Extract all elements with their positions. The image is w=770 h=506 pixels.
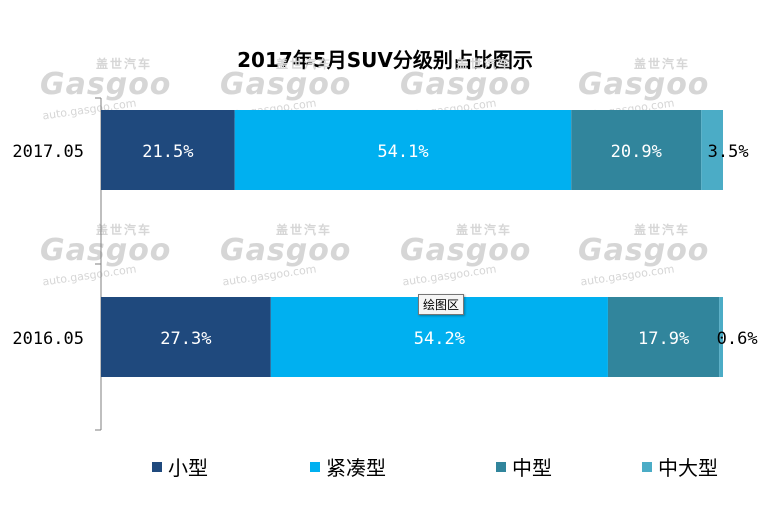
data-label: 20.9% <box>611 142 662 162</box>
data-label: 27.3% <box>160 329 211 349</box>
data-label: 21.5% <box>142 142 193 162</box>
legend-label: 紧凑型 <box>326 456 386 480</box>
legend-item: 小型 <box>152 452 208 481</box>
legend-item: 中型 <box>496 452 552 481</box>
data-label: 54.1% <box>377 142 428 162</box>
legend-item: 紧凑型 <box>310 452 386 481</box>
data-label: 3.5% <box>708 142 749 162</box>
bar-segment <box>101 297 271 377</box>
bar-segment <box>607 297 720 377</box>
data-label: 17.9% <box>638 329 689 349</box>
category-label: 2016.05 <box>12 329 84 349</box>
legend-label: 小型 <box>168 456 208 480</box>
legend-label: 中大型 <box>658 456 718 480</box>
bar-segment <box>101 110 235 190</box>
bar-segment <box>719 297 723 377</box>
legend: 小型 紧凑型 中型 中大型 <box>0 452 770 482</box>
data-label: 0.6% <box>717 329 758 349</box>
legend-item: 中大型 <box>642 452 718 481</box>
legend-swatch <box>310 461 320 472</box>
data-label: 54.2% <box>414 329 465 349</box>
bar-segment <box>234 110 572 190</box>
category-label: 2017.05 <box>12 142 84 162</box>
plot-area-tooltip: 绘图区 <box>418 294 465 315</box>
legend-swatch <box>496 461 506 472</box>
legend-swatch <box>152 461 162 472</box>
bar-segment <box>701 110 723 190</box>
legend-label: 中型 <box>512 456 552 480</box>
chart-title: 2017年5月SUV分级别占比图示 <box>237 48 533 72</box>
legend-swatch <box>642 461 652 472</box>
bar-segment <box>571 110 702 190</box>
